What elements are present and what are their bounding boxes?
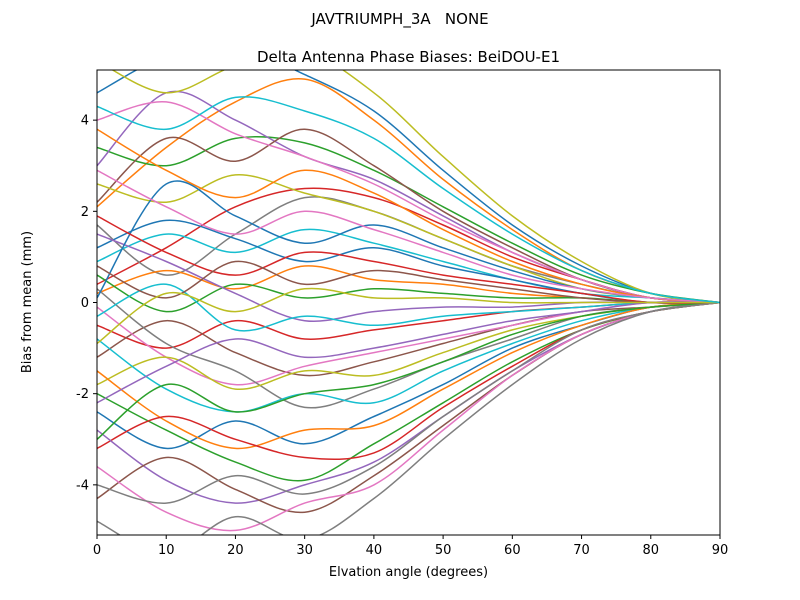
tick-label: 30 <box>296 543 313 558</box>
series-line <box>97 96 720 304</box>
series-line <box>97 169 720 304</box>
series-line <box>97 301 720 532</box>
series-line <box>97 301 720 482</box>
series-line <box>97 215 720 304</box>
series-line <box>97 301 720 377</box>
chart-title: Delta Antenna Phase Biases: BeiDOU-E1 <box>257 48 560 66</box>
series-line <box>97 301 720 514</box>
tick-label: 90 <box>712 543 729 558</box>
tick-label: 2 <box>81 205 89 220</box>
tick-label: 80 <box>643 543 660 558</box>
series-line <box>97 283 720 332</box>
series-line <box>97 301 720 386</box>
tick-label: 40 <box>366 543 383 558</box>
series-line <box>97 101 720 304</box>
series-line <box>97 301 720 440</box>
tick-label: 10 <box>158 543 175 558</box>
series-line <box>97 70 720 304</box>
tick-label: 0 <box>93 543 101 558</box>
tick-label: 60 <box>504 543 521 558</box>
x-axis-label: Elvation angle (degrees) <box>328 565 489 580</box>
tick-label: -2 <box>76 387 89 402</box>
series-line <box>97 287 720 345</box>
tick-label: 70 <box>573 543 590 558</box>
series-line <box>111 70 720 304</box>
series-line <box>97 228 720 304</box>
tick-label: 4 <box>81 114 89 129</box>
tick-label: -4 <box>76 478 89 493</box>
series-line <box>97 301 720 504</box>
series-line <box>97 301 720 404</box>
figure-suptitle: JAVTRIUMPH_3A NONE <box>311 10 489 28</box>
series-line <box>97 301 720 413</box>
series-line <box>97 301 720 450</box>
tick-label: 0 <box>81 296 89 311</box>
tick-label: 50 <box>435 543 452 558</box>
tick-label: 20 <box>227 543 244 558</box>
series-line <box>97 128 720 304</box>
series-line <box>97 128 720 304</box>
series-line <box>97 260 720 304</box>
series-line <box>97 301 720 504</box>
series-line <box>97 301 720 535</box>
